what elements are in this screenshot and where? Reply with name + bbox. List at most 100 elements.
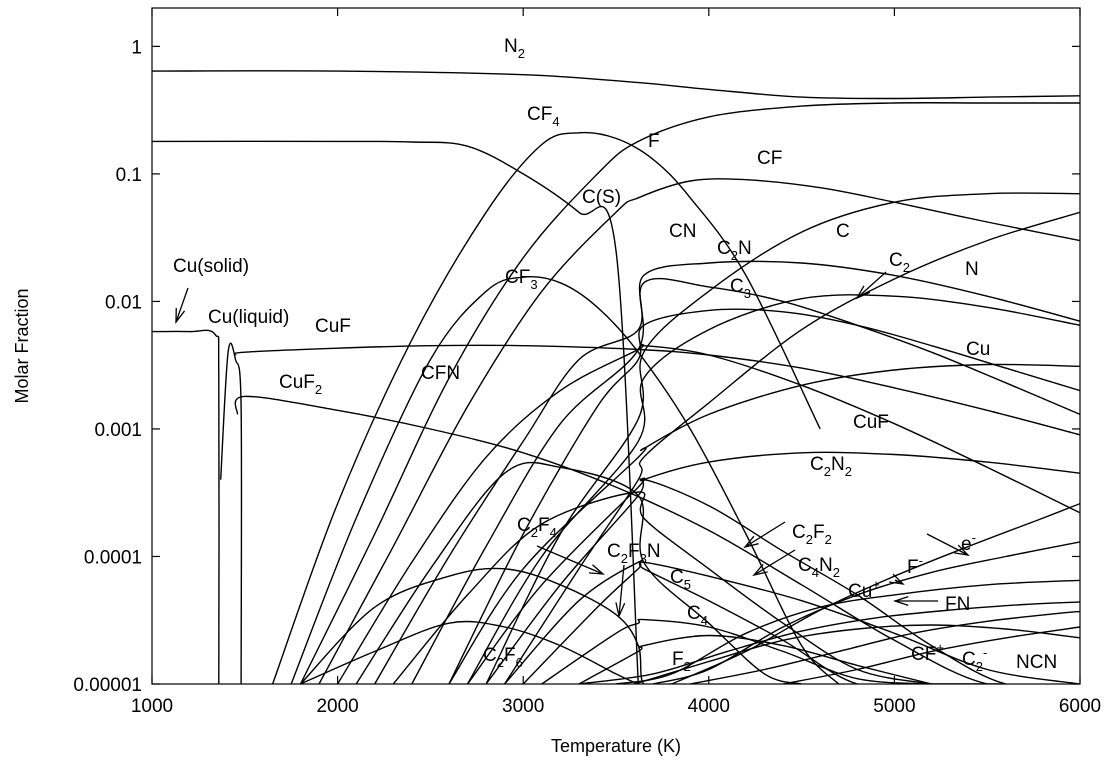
series-line: [220, 342, 243, 684]
series-line: [466, 294, 1080, 684]
pointer-arrow: [618, 564, 625, 617]
species-label: F2: [672, 649, 691, 674]
y-tick-label: 0.01: [105, 292, 142, 313]
plot-frame: [151, 7, 1081, 685]
species-label: CuF: [315, 316, 351, 337]
series-line: [578, 634, 932, 684]
series-line: [152, 329, 220, 684]
species-label: C2F6: [483, 645, 523, 670]
y-tick-label: 0.1: [116, 165, 142, 186]
species-label: CFN: [421, 363, 460, 384]
species-label: CF: [757, 148, 782, 169]
pointer-arrow-head: [954, 544, 970, 556]
series-line: [485, 478, 1080, 684]
pointer-arrow: [536, 545, 604, 575]
series-line: [782, 626, 1080, 684]
series-line: [374, 260, 1080, 684]
species-label: Cu(solid): [173, 256, 249, 277]
pointer-arrow-head: [855, 285, 871, 300]
species-label: C2-​: [962, 645, 987, 674]
y-tick-label: 0.0001: [84, 547, 142, 568]
tick-group: 1000 2000 3000 4000 5000 6000 0.00001 0.0001 0.0…: [73, 8, 1101, 717]
species-label: F-: [907, 553, 923, 578]
species-label: C2F2: [792, 522, 832, 547]
species-label: e-: [961, 530, 976, 555]
series-line: [448, 308, 1080, 684]
series-line: [615, 579, 1080, 684]
series-line: [504, 559, 1006, 684]
pointer-arrow-head: [175, 307, 186, 324]
series-line: [337, 343, 1080, 684]
pointer-arrow: [744, 521, 786, 548]
pointer-arrow-head: [615, 602, 626, 619]
x-tick-label: 1000: [131, 696, 173, 717]
species-label: F: [648, 131, 660, 152]
x-tick-label: 2000: [316, 696, 358, 717]
species-label: N2: [504, 36, 525, 61]
species-label: C2N: [717, 238, 752, 263]
series-line: [578, 601, 1080, 684]
pointer-arrow: [926, 533, 969, 556]
species-label: N: [965, 259, 979, 280]
x-tick-label: 4000: [688, 696, 730, 717]
series-line: [152, 70, 1080, 100]
series-line: [299, 102, 1080, 684]
species-label: C4N2: [798, 555, 840, 580]
species-label: C2F4: [517, 515, 557, 540]
species-label: CF+: [911, 640, 944, 665]
species-label: CF3: [505, 267, 538, 292]
series-line: [448, 363, 1080, 684]
curve-group: [152, 70, 1080, 684]
series-line: [355, 461, 802, 684]
pointer-arrow: [175, 287, 189, 323]
species-label: FN: [945, 594, 970, 615]
series-line: [299, 567, 672, 684]
species-label: Cu: [966, 339, 990, 360]
x-tick-label: 6000: [1059, 696, 1101, 717]
species-label: C4: [687, 603, 708, 628]
series-line: [690, 610, 1080, 684]
species-label: C5: [670, 567, 691, 592]
species-label: CF4: [527, 104, 560, 129]
x-tick-label: 5000: [873, 696, 915, 717]
species-label: CN: [669, 221, 696, 242]
pointer-arrow: [753, 549, 796, 576]
series-line: [318, 178, 1080, 684]
species-label: CuF2: [279, 372, 322, 397]
series-line: [234, 395, 1080, 684]
y-tick-label: 0.001: [94, 420, 142, 441]
species-label: C: [836, 221, 850, 242]
series-line: [634, 624, 1080, 684]
species-label: C3: [730, 276, 751, 301]
species-label: CuF: [853, 412, 889, 433]
pointer-arrow-head: [588, 564, 605, 575]
x-tick-label: 3000: [502, 696, 544, 717]
series-line: [411, 277, 1080, 684]
series-line: [290, 276, 840, 684]
pointer-arrow-head: [743, 535, 759, 549]
species-label: Cu(liquid): [208, 307, 289, 328]
series-line: [671, 502, 1080, 684]
y-tick-label: 0.00001: [73, 675, 142, 696]
species-label: Cu+: [848, 577, 880, 602]
species-label: C(S): [582, 187, 621, 208]
series-line: [152, 140, 639, 684]
species-label: C2: [889, 250, 910, 275]
arrow-group: [175, 271, 970, 619]
y-tick-label: 1: [131, 37, 142, 58]
pointer-arrow-head: [892, 595, 909, 607]
pointer-arrow-head: [752, 563, 768, 577]
x-axis-title: Temperature (K): [551, 736, 681, 756]
series-line: [233, 344, 1080, 436]
series-line: [271, 131, 821, 684]
series-line: [504, 211, 1080, 684]
pointer-arrow-head: [889, 573, 905, 585]
series-line: [652, 541, 1080, 684]
species-label: NCN: [1016, 652, 1057, 673]
series-line: [541, 618, 932, 684]
species-label: C2F3N: [607, 541, 661, 566]
series-line: [466, 451, 1080, 684]
